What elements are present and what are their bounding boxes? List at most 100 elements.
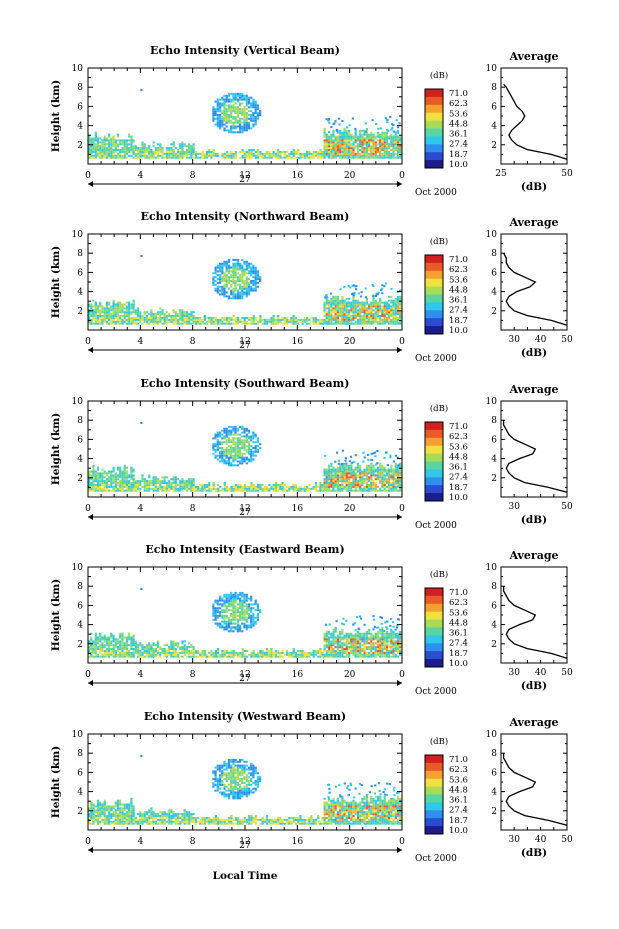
heatmap-cell — [194, 322, 197, 325]
heatmap-cell — [105, 315, 108, 317]
heatmap-cell — [390, 470, 393, 473]
heatmap-cell — [245, 114, 248, 116]
heatmap-cell — [92, 484, 95, 486]
heatmap-cell — [227, 278, 231, 281]
x-tick-label: 4 — [137, 504, 143, 514]
heatmap-cell — [277, 152, 280, 155]
heatmap-cell — [399, 474, 402, 477]
heatmap-cell — [347, 284, 350, 287]
heatmap-cell — [394, 133, 397, 136]
heatmap-cell — [390, 318, 393, 321]
heatmap-cell — [301, 322, 304, 325]
heatmap-cell — [154, 151, 157, 153]
heatmap-cell — [341, 482, 344, 484]
heatmap-cell — [245, 154, 249, 157]
heatmap-cell — [394, 472, 397, 475]
heatmap-cell — [339, 468, 342, 471]
heatmap-cell — [179, 145, 182, 148]
heatmap-cell — [110, 149, 113, 151]
heatmap-cell — [216, 441, 219, 444]
heatmap-cell — [247, 293, 251, 296]
heatmap-cell — [241, 650, 244, 652]
heatmap-cell — [168, 313, 171, 316]
heatmap-cell — [323, 468, 326, 471]
heatmap-cell — [239, 485, 242, 488]
heatmap-cell — [101, 143, 104, 146]
heatmap-cell — [399, 482, 402, 484]
heatmap-cell — [105, 322, 108, 325]
heatmap-cell — [219, 454, 222, 457]
heatmap-cell — [143, 478, 146, 481]
heatmap-cell — [341, 151, 344, 153]
heatmap-cell — [116, 482, 120, 484]
heatmap-cell — [101, 636, 104, 639]
heatmap-cell — [239, 262, 242, 265]
heatmap-cell — [90, 156, 93, 159]
colorbar-tick-label: 44.8 — [449, 119, 468, 129]
heatmap-cell — [150, 309, 153, 312]
heatmap-cell — [392, 151, 395, 153]
heatmap-cell — [150, 152, 153, 155]
heatmap-cell — [392, 320, 395, 323]
heatmap-cell — [163, 152, 166, 155]
heatmap-cell — [356, 470, 360, 473]
heatmap-cell — [136, 648, 140, 650]
heatmap-cell — [392, 139, 395, 142]
heatmap-cell — [334, 156, 337, 159]
heatmap-cell — [394, 131, 397, 134]
heatmap-cell — [312, 154, 315, 157]
heatmap-cell — [105, 305, 108, 308]
heatmap-cell — [219, 318, 222, 321]
heatmap-cell — [243, 98, 246, 101]
average-frame — [500, 67, 568, 165]
heatmap-cell — [232, 281, 235, 284]
heatmap-cell — [152, 315, 155, 317]
heatmap-cell — [234, 651, 237, 654]
heatmap-cell — [241, 266, 244, 269]
heatmap-cell — [227, 281, 231, 284]
heatmap-cell — [392, 154, 395, 157]
heatmap-cell — [325, 301, 328, 304]
heatmap-cell — [119, 634, 122, 637]
heatmap-cell — [121, 322, 124, 325]
heatmap-cell — [227, 439, 231, 442]
heatmap-cell — [354, 466, 357, 469]
heatmap-cell — [112, 480, 115, 483]
heatmap-cell — [399, 484, 402, 486]
heatmap-cell — [353, 460, 356, 463]
heatmap-cell — [343, 143, 346, 146]
heatmap-cell — [325, 151, 328, 153]
heatmap-cell — [228, 154, 231, 157]
heatmap-cell — [385, 135, 388, 138]
heatmap-cell — [190, 478, 193, 481]
heatmap-cell — [119, 151, 122, 153]
heatmap-cell — [314, 482, 318, 484]
heatmap-cell — [299, 653, 302, 656]
heatmap-cell — [370, 484, 373, 486]
heatmap-cell — [381, 318, 384, 321]
heatmap-cell — [341, 466, 344, 469]
heatmap-cell — [225, 322, 229, 325]
heatmap-cell — [181, 313, 184, 316]
heatmap-cell — [159, 651, 162, 654]
heatmap-cell — [119, 154, 122, 157]
heatmap-cell — [145, 151, 148, 153]
heatmap-cell — [125, 318, 128, 321]
heatmap-cell — [327, 147, 331, 150]
heatmap-cell — [353, 292, 356, 295]
heatmap-cell — [114, 487, 117, 490]
heatmap-cell — [341, 317, 344, 319]
heatmap-cell — [361, 151, 364, 153]
panel-3: Echo Intensity (Southward Beam)0 4 8 12 16 20… — [50, 377, 573, 531]
heatmap-cell — [170, 644, 173, 647]
heatmap-cell — [221, 278, 224, 281]
heatmap-cell — [327, 482, 331, 484]
heatmap-cell — [247, 264, 251, 267]
heatmap-cell — [163, 317, 166, 319]
heatmap-cell — [159, 655, 162, 658]
heatmap-cell — [350, 489, 353, 492]
heatmap-cell — [257, 156, 260, 159]
heatmap-cell — [88, 303, 91, 306]
heatmap-cell — [190, 145, 193, 148]
heatmap-cell — [134, 640, 137, 643]
